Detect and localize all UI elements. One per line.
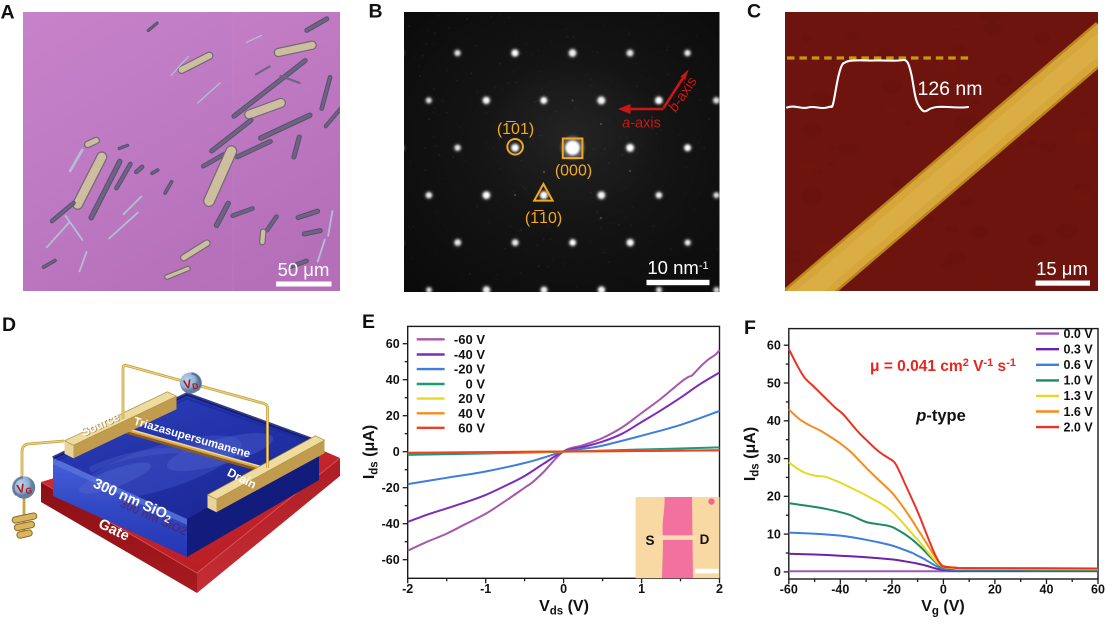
svg-text:60: 60 [386,337,400,351]
svg-text:B: B [369,0,383,22]
svg-text:2: 2 [716,582,723,596]
svg-text:50: 50 [767,376,781,390]
svg-text:(1̅10): (1̅10) [525,209,562,227]
svg-text:50 μm: 50 μm [278,259,330,280]
svg-text:-2: -2 [402,582,413,596]
svg-text:1.6 V: 1.6 V [1064,405,1094,419]
svg-text:0.0 V: 0.0 V [1064,327,1094,341]
svg-text:D: D [2,314,16,336]
svg-text:40: 40 [386,373,400,387]
svg-text:0: 0 [940,583,947,597]
svg-text:15 μm: 15 μm [1036,258,1088,279]
svg-text:0.3 V: 0.3 V [1064,343,1094,357]
svg-text:1.0 V: 1.0 V [1064,374,1094,388]
svg-text:20: 20 [767,490,781,504]
svg-text:Ids (μA): Ids (μA) [361,425,381,479]
svg-text:0 V: 0 V [465,377,485,392]
svg-text:(1̅01): (1̅01) [497,120,534,138]
svg-text:-60 V: -60 V [454,332,485,347]
svg-text:60: 60 [767,339,781,353]
svg-text:20: 20 [988,583,1002,597]
svg-text:D: D [700,532,710,547]
svg-text:40 V: 40 V [458,406,485,421]
svg-text:-40: -40 [382,517,400,531]
svg-text:20: 20 [386,409,400,423]
svg-text:p-type: p-type [915,407,966,425]
svg-text:10: 10 [767,527,781,541]
svg-text:(000): (000) [555,163,592,180]
svg-text:40: 40 [1040,583,1054,597]
svg-text:F: F [744,317,756,339]
svg-text:-20 V: -20 V [454,362,485,377]
svg-text:1.3 V: 1.3 V [1064,389,1094,403]
svg-text:Vg (V): Vg (V) [921,598,964,618]
svg-text:40: 40 [767,414,781,428]
svg-text:-20: -20 [382,481,400,495]
svg-text:S: S [645,533,654,548]
svg-text:μ = 0.041 cm2 V-1 s-1: μ = 0.041 cm2 V-1 s-1 [870,357,1016,375]
svg-text:0: 0 [774,565,781,579]
svg-text:-60: -60 [780,583,798,597]
svg-text:-40 V: -40 V [454,347,485,362]
svg-text:10 nm-1: 10 nm-1 [647,257,708,278]
svg-text:0.6 V: 0.6 V [1064,358,1094,372]
svg-text:E: E [362,311,375,333]
svg-text:-20: -20 [883,583,901,597]
svg-text:60: 60 [1091,583,1105,597]
svg-text:30: 30 [767,452,781,466]
svg-text:1: 1 [638,582,645,596]
svg-text:a-axis: a-axis [622,116,661,132]
svg-text:-1: -1 [480,582,491,596]
svg-text:126 nm: 126 nm [917,78,982,100]
svg-text:20 V: 20 V [458,391,485,406]
svg-text:2.0 V: 2.0 V [1064,420,1094,434]
svg-text:-40: -40 [831,583,849,597]
svg-text:C: C [747,0,761,22]
svg-text:A: A [1,1,15,23]
svg-text:-60: -60 [382,553,400,567]
svg-text:0: 0 [560,582,567,596]
svg-text:60 V: 60 V [458,420,485,435]
svg-text:Vds (V): Vds (V) [539,598,589,618]
svg-text:0: 0 [393,445,400,459]
